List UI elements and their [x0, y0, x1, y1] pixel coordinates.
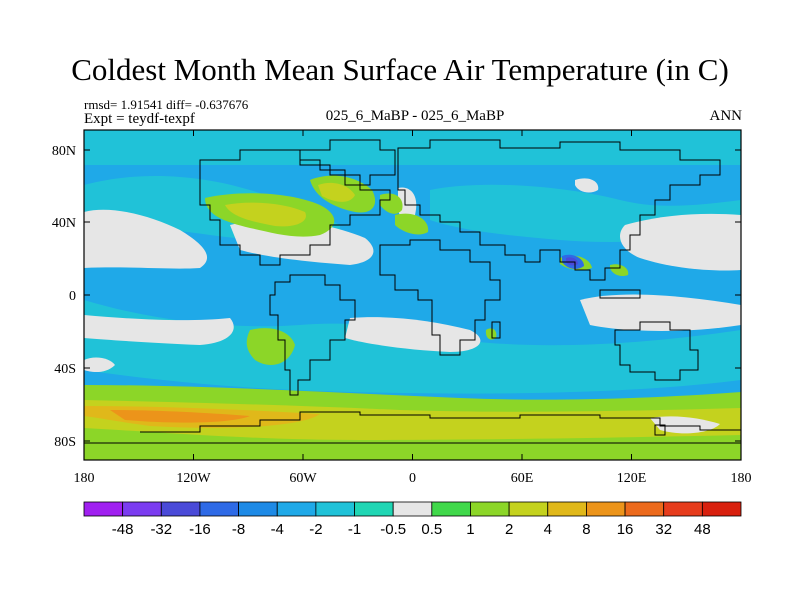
coast-australia [614, 321, 699, 381]
colorbar-swatch [547, 501, 587, 517]
season-label: ANN [709, 108, 743, 124]
colorbar-swatch [392, 501, 433, 517]
colorbar-label: -2 [309, 521, 322, 538]
colorbar-label: -48 [112, 521, 134, 538]
y-tick-label: 80N [52, 144, 76, 159]
field-warm-samerica [246, 328, 295, 365]
x-tick-label: 60W [289, 471, 317, 486]
field-neutral-edge [84, 357, 115, 373]
field-warm-china [610, 264, 629, 277]
colorbar-swatch [470, 501, 510, 517]
colorbar-label: -4 [271, 521, 284, 538]
experiment-label: Expt = teydf-texpf [84, 111, 195, 127]
colorbar-label: -16 [189, 521, 211, 538]
y-tick-label: 0 [69, 289, 76, 304]
colorbar-label: 1 [466, 521, 474, 538]
y-tick-label: 80S [54, 435, 76, 450]
coastlines [84, 139, 741, 444]
y-tick-label: 40S [54, 362, 76, 377]
x-tick-label: 120W [176, 471, 211, 486]
field-neutral-npacific [84, 209, 208, 269]
colorbar-swatch [276, 501, 317, 517]
field-warm-mediterranean [395, 213, 429, 235]
colorbar-label: 48 [694, 521, 711, 538]
field-warmer-southern-ocean [84, 400, 741, 440]
colorbar-label: -1 [348, 521, 361, 538]
colorbar-label: 32 [655, 521, 672, 538]
temperature-field [84, 130, 741, 460]
coast-south-america [269, 274, 356, 396]
coast-indonesia [599, 289, 641, 299]
colorbar-swatch [701, 501, 742, 517]
colorbar-label: 16 [617, 521, 634, 538]
colorbar-swatch [663, 501, 703, 517]
chart-title: Coldest Month Mean Surface Air Temperatu… [71, 52, 729, 87]
coast-africa [379, 239, 501, 356]
field-warm-europe [380, 193, 403, 214]
coast-eurasia [397, 139, 721, 281]
colorbar-swatch [122, 501, 162, 517]
colorbar-swatch [315, 501, 355, 517]
field-neutral-antarctic [650, 416, 720, 434]
x-tick-label: 0 [409, 471, 416, 486]
colorbar-label: 0.5 [421, 521, 442, 538]
coast-ross-island [654, 424, 666, 436]
field-warm-madagascar [485, 328, 497, 340]
colorbar-label: 8 [582, 521, 590, 538]
y-tick-label: 40N [52, 216, 76, 231]
colorbar-swatch [624, 501, 665, 517]
colorbar-swatch [354, 501, 394, 517]
colorbar: -48 -32 -16 -8 -4 -2 -1 -0.5 0.5 1 2 4 8 16 32 48 [83, 501, 742, 538]
field-neutral-spacific [84, 315, 234, 345]
field-neutral-europe [397, 187, 417, 220]
field-warmer-namerica [225, 202, 306, 227]
coast-greenland [299, 139, 396, 186]
colorbar-swatch [160, 501, 201, 517]
x-tick-label: 60E [511, 471, 534, 486]
field-neutral-npacific-east [620, 213, 741, 271]
x-tick-label: 120E [617, 471, 647, 486]
coast-madagascar [491, 321, 501, 339]
colorbar-swatch [586, 501, 626, 517]
field-neutral-satlantic [345, 317, 481, 352]
field-warmer-greenland [318, 182, 355, 202]
colorbar-swatch [508, 501, 549, 517]
colorbar-swatch [238, 501, 278, 517]
coast-north-america [199, 149, 391, 266]
colorbar-label: -0.5 [380, 521, 406, 538]
colorbar-swatch [431, 501, 471, 517]
y-axis: 80N 40N 0 40S 80S [52, 144, 741, 450]
colorbar-label: 2 [505, 521, 513, 538]
colorbar-label: -32 [150, 521, 172, 538]
field-hot-southern-ocean [110, 410, 250, 423]
stats-label: rmsd= 1.91541 diff= -0.637676 [84, 97, 249, 112]
colorbar-label: -8 [232, 521, 245, 538]
x-tick-label: 180 [731, 471, 752, 486]
field-neutral-siberia [575, 178, 599, 193]
field-neutral-sindian [580, 294, 741, 331]
x-axis: 180 120W 60W 0 60E 120E 180 [74, 130, 752, 486]
period-label: 025_6_MaBP - 025_6_MaBP [325, 108, 505, 124]
colorbar-swatch [199, 501, 239, 517]
colorbar-label: 4 [544, 521, 552, 538]
colorbar-swatch [83, 501, 124, 517]
x-tick-label: 180 [74, 471, 95, 486]
